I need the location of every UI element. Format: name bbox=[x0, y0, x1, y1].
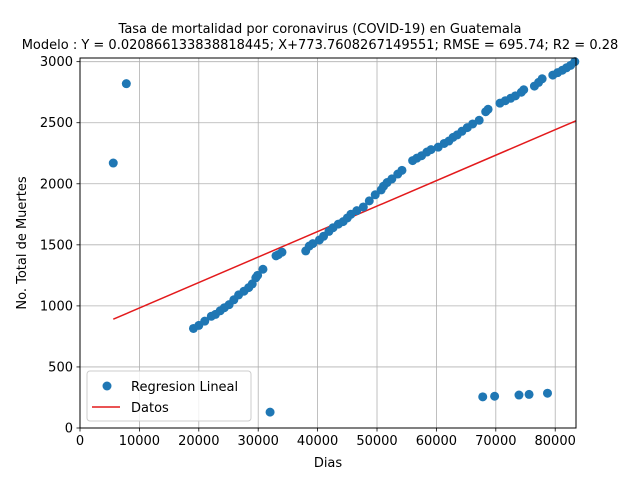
legend-label-regresion: Regresion Lineal bbox=[131, 380, 238, 395]
x-tick-label: 40000 bbox=[297, 434, 338, 449]
y-tick-label: 3000 bbox=[40, 55, 73, 70]
data-point bbox=[277, 247, 287, 257]
x-tick-label: 50000 bbox=[356, 434, 397, 449]
data-point bbox=[370, 190, 380, 200]
data-point bbox=[426, 145, 436, 155]
data-point bbox=[265, 407, 275, 417]
chart-title-line2: Modelo : Y = 0.020866133838818445; X+773… bbox=[22, 38, 619, 53]
y-tick-label: 0 bbox=[65, 422, 73, 437]
legend-marker-regresion bbox=[102, 381, 112, 391]
data-point bbox=[478, 392, 488, 402]
data-point bbox=[387, 174, 397, 184]
data-point bbox=[570, 57, 580, 67]
y-tick-label: 2000 bbox=[40, 177, 73, 192]
y-axis-ticks: 0 500 1000 1500 2000 2500 3000 bbox=[40, 55, 80, 437]
data-point bbox=[542, 388, 552, 398]
y-tick-label: 1000 bbox=[40, 299, 73, 314]
chart-title-line1: Tasa de mortalidad por coronavirus (COVI… bbox=[118, 22, 522, 37]
y-tick-label: 500 bbox=[48, 360, 73, 375]
data-point bbox=[253, 270, 263, 280]
x-tick-label: 30000 bbox=[238, 434, 279, 449]
data-point bbox=[121, 79, 131, 89]
plot-frame bbox=[79, 57, 577, 429]
data-point bbox=[258, 264, 268, 274]
data-point bbox=[519, 85, 529, 95]
x-tick-label: 0 bbox=[76, 434, 84, 449]
x-tick-label: 80000 bbox=[535, 434, 576, 449]
x-tick-label: 20000 bbox=[178, 434, 219, 449]
data-point bbox=[490, 391, 500, 401]
data-point bbox=[200, 316, 210, 326]
legend-box bbox=[86, 370, 252, 422]
x-tick-label: 60000 bbox=[416, 434, 457, 449]
data-point bbox=[358, 202, 368, 212]
data-point bbox=[514, 390, 524, 400]
data-point bbox=[524, 389, 534, 399]
x-tick-label: 70000 bbox=[475, 434, 516, 449]
data-point bbox=[397, 165, 407, 175]
data-point bbox=[108, 158, 118, 168]
data-point bbox=[364, 196, 374, 206]
y-tick-label: 2500 bbox=[40, 116, 73, 131]
scatter-points bbox=[108, 57, 580, 417]
legend-label-datos: Datos bbox=[131, 401, 169, 416]
data-point bbox=[352, 206, 362, 216]
y-axis-label: No. Total de Muertes bbox=[15, 176, 30, 309]
x-axis-ticks: 0 10000 20000 30000 40000 50000 60000 70000 8000… bbox=[76, 428, 576, 449]
data-point bbox=[474, 115, 484, 125]
x-axis-label: Dias bbox=[314, 456, 343, 471]
y-tick-label: 1500 bbox=[40, 238, 73, 253]
data-point bbox=[537, 74, 547, 84]
data-point bbox=[468, 119, 478, 129]
legend: Regresion Lineal Datos bbox=[86, 370, 252, 422]
data-point bbox=[308, 239, 318, 249]
x-tick-label: 10000 bbox=[119, 434, 160, 449]
data-point bbox=[483, 104, 493, 114]
